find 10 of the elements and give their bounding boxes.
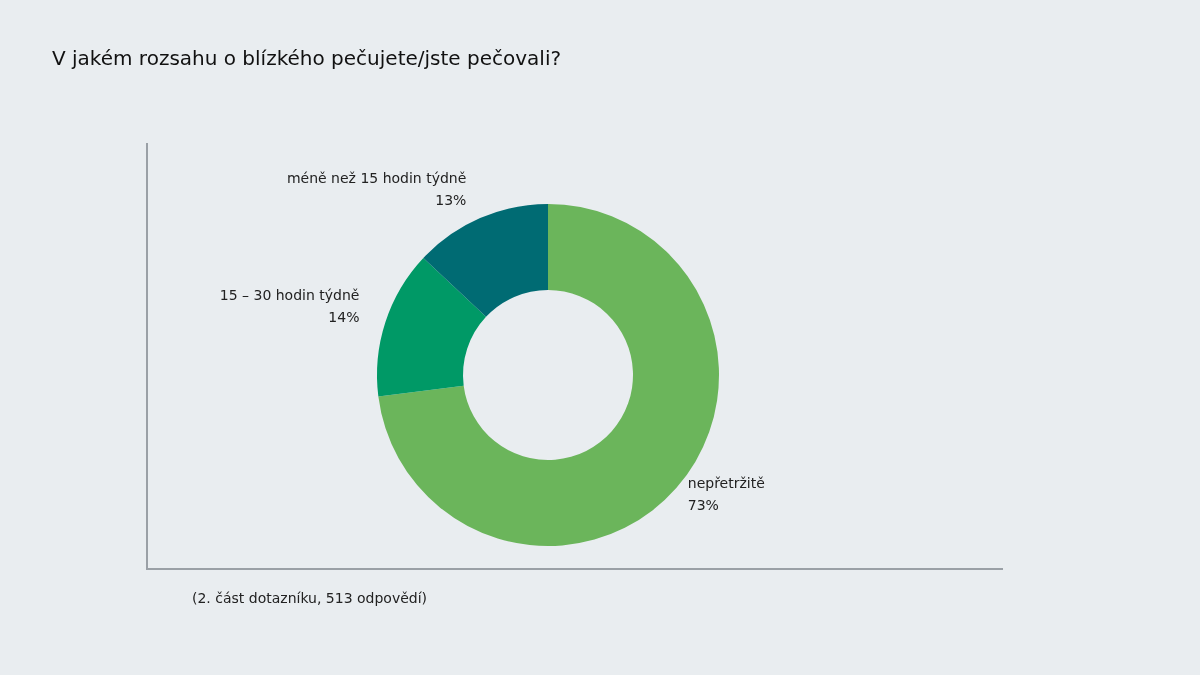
text: (2. část dotazníku, 513 odpovědí) <box>192 590 428 606</box>
donut-slice <box>377 257 487 397</box>
donut-slice <box>423 204 548 317</box>
slice-label: 15 – 30 hodin týdně <box>219 287 360 304</box>
data-label: 73% <box>687 496 719 513</box>
data-label: 13% <box>435 191 467 208</box>
data-label: 14% <box>328 309 360 326</box>
slice-label: nepřetržitě <box>687 474 765 491</box>
slice-label: méně než 15 hodin týdně <box>286 169 467 186</box>
chart-title: V jakém rozsahu o blízkého pečujete/jste pečovali? <box>52 46 562 70</box>
